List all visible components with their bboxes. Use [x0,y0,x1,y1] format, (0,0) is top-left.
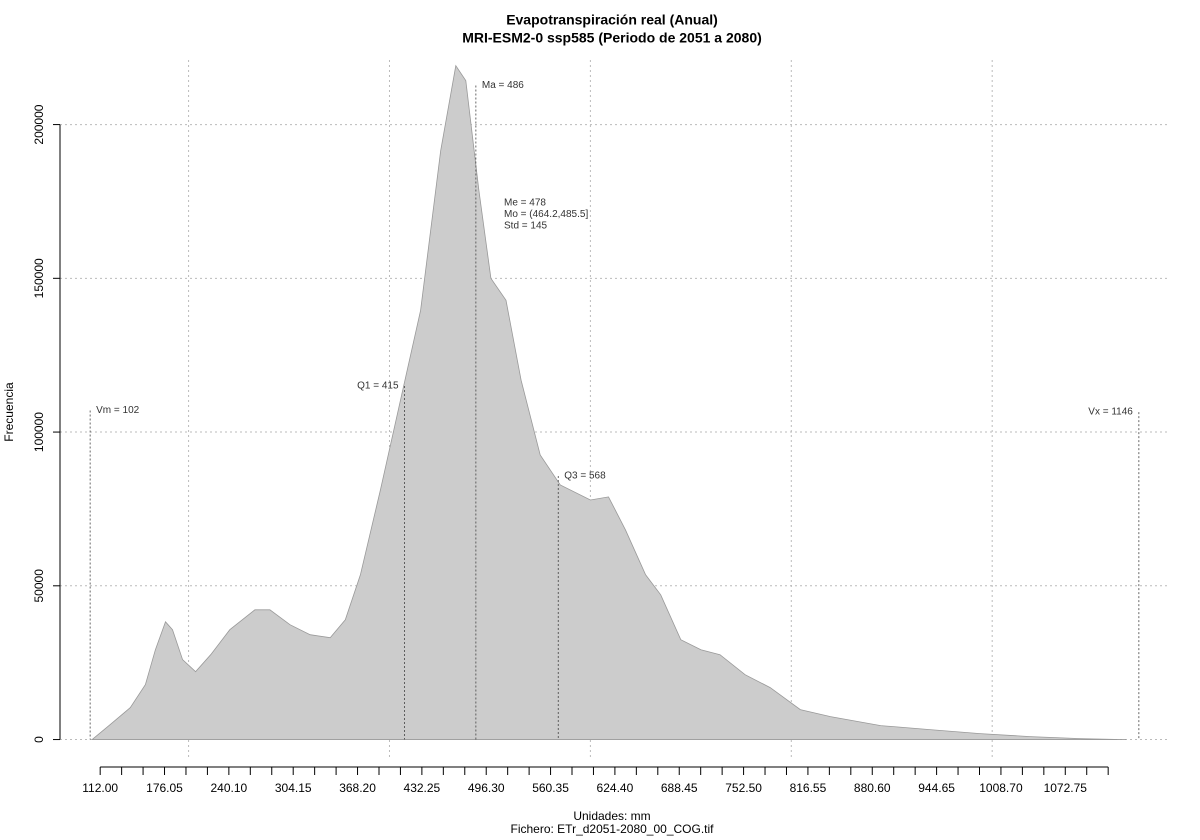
stats-text: Mo = (464.2,485.5] [504,209,588,220]
x-tick-label: 880.60 [854,781,891,795]
stat-label: Q3 = 568 [564,471,606,482]
stat-label: Q1 = 415 [357,381,399,392]
chart-title: Evapotranspiración real (Anual) [506,12,718,28]
x-tick-label: 496.30 [468,781,505,795]
stat-label: Vx = 1146 [1088,407,1133,418]
x-tick-label: 240.10 [211,781,248,795]
y-tick-label: 100000 [32,412,46,452]
stats-text: Me = 478 [504,198,546,209]
x-tick-label: 624.40 [597,781,634,795]
x-tick-label: 944.65 [918,781,955,795]
y-tick-label: 200000 [32,104,46,144]
x-tick-label: 304.15 [275,781,312,795]
stat-label: Ma = 486 [482,80,524,91]
y-tick-label: 150000 [32,258,46,298]
y-tick-label: 0 [32,736,46,743]
y-axis-label: Frecuencia [2,382,16,442]
x-tick-label: 688.45 [661,781,698,795]
x-tick-label: 560.35 [532,781,569,795]
x-tick-label: 1008.70 [979,781,1023,795]
stats-text: Std = 145 [504,221,548,232]
x-tick-label: 1072.75 [1044,781,1088,795]
x-tick-label: 112.00 [82,781,118,795]
chart-subtitle: MRI-ESM2-0 ssp585 (Periodo de 2051 a 208… [462,30,762,46]
x-tick-label: 816.55 [790,781,827,795]
y-tick-label: 50000 [32,569,46,603]
x-tick-label: 432.25 [404,781,441,795]
density-area [91,64,1127,741]
x-tick-label: 176.05 [146,781,183,795]
stat-label: Vm = 102 [96,405,140,416]
caption: Fichero: ETr_d2051-2080_00_COG.tif [511,822,715,836]
x-axis-label: Unidades: mm [573,809,650,823]
x-tick-label: 368.20 [339,781,376,795]
x-tick-label: 752.50 [725,781,762,795]
